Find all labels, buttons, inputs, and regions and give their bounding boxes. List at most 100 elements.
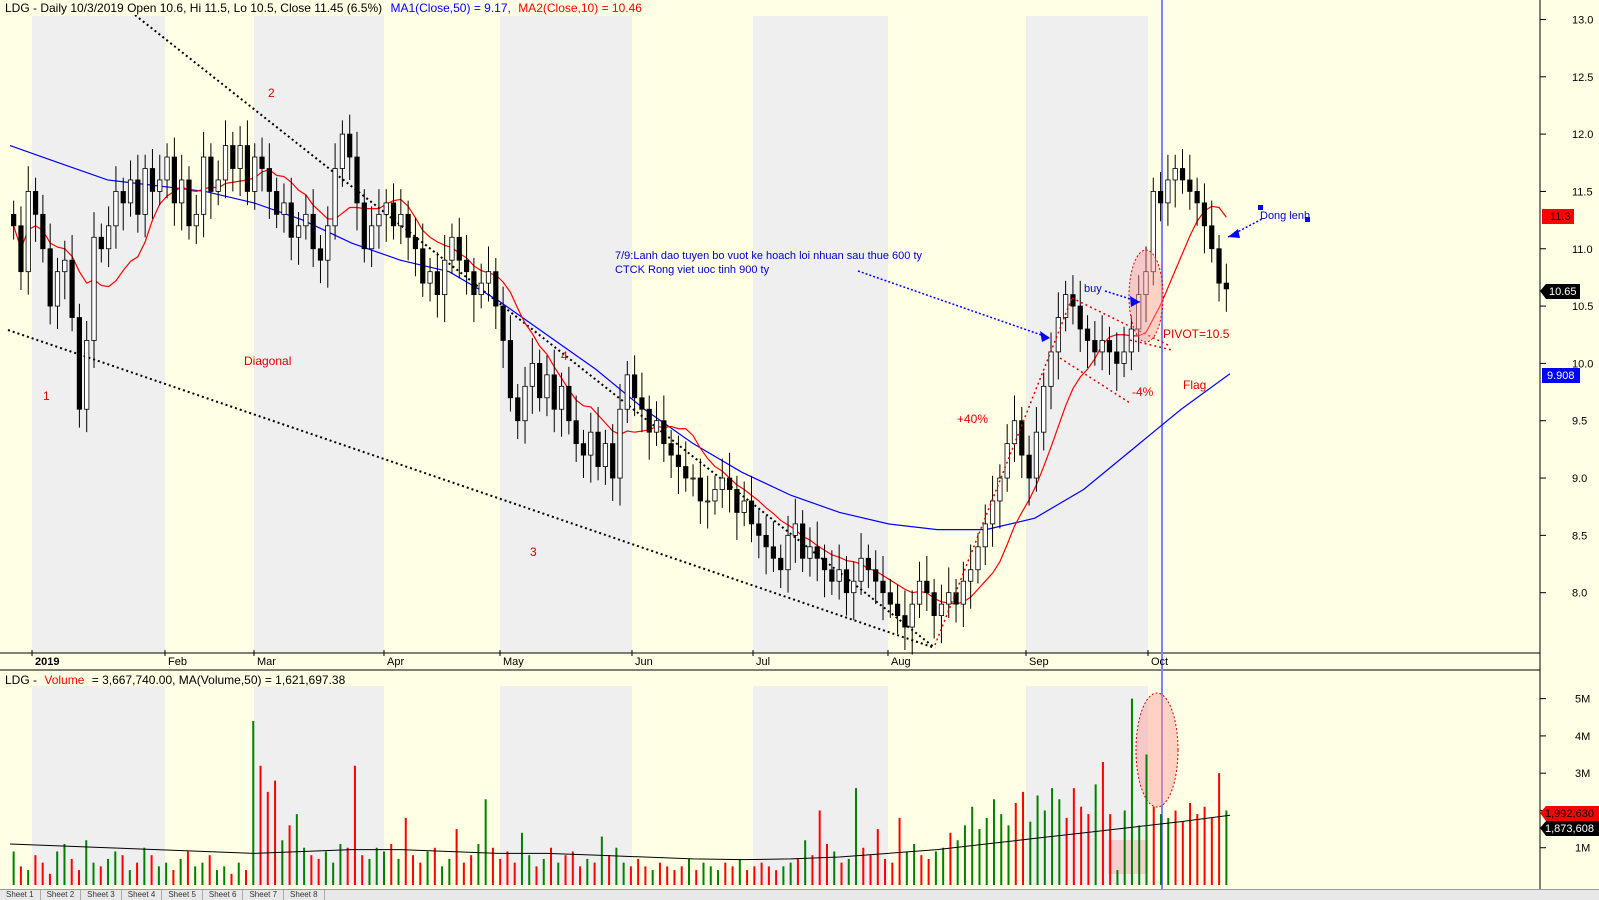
volume-badge-text: 1,992,630 bbox=[1545, 808, 1594, 820]
price-tick-label: 12.5 bbox=[1572, 72, 1593, 84]
candle-body bbox=[690, 477, 696, 480]
volume-bars bbox=[12, 698, 1228, 885]
month-band bbox=[254, 16, 384, 653]
candle-body bbox=[91, 236, 97, 341]
last-price-badge: 11.3 bbox=[1542, 209, 1574, 224]
sheet-tab[interactable]: Sheet 5 bbox=[162, 890, 203, 900]
candle-body bbox=[310, 213, 316, 250]
candle-body bbox=[434, 271, 440, 296]
candle-body bbox=[478, 282, 484, 296]
price-header-ma2: MA2(Close,10) = 10.46 bbox=[518, 1, 642, 15]
ma50-badge: 9.908 bbox=[1542, 368, 1580, 383]
candle-body bbox=[76, 317, 83, 410]
candle-body bbox=[11, 213, 17, 227]
breakout-highlight[interactable] bbox=[1128, 249, 1164, 343]
candle-body bbox=[610, 443, 616, 479]
news-arrow-head bbox=[1040, 331, 1050, 342]
candle-body bbox=[522, 385, 528, 422]
volume-ma-line[interactable] bbox=[9, 814, 1231, 861]
month-label: Apr bbox=[387, 656, 404, 668]
candle-body bbox=[127, 179, 134, 204]
candle-body bbox=[1055, 317, 1061, 353]
sheet-tab[interactable]: Sheet 2 bbox=[41, 890, 82, 900]
volume-spike-highlight[interactable] bbox=[1135, 692, 1179, 808]
candle-body bbox=[281, 202, 287, 215]
price-tick-label: 8.5 bbox=[1572, 530, 1587, 542]
candle-body bbox=[274, 191, 280, 215]
candle-body bbox=[902, 615, 908, 628]
candle-body bbox=[142, 168, 148, 215]
dong-lenh-arrow[interactable] bbox=[1227, 218, 1263, 238]
candle-body bbox=[164, 156, 170, 181]
sheet-tab[interactable]: Sheet 7 bbox=[243, 890, 285, 900]
candle-body bbox=[1201, 202, 1208, 227]
candle-body bbox=[537, 362, 543, 399]
month-band-volume bbox=[500, 686, 632, 885]
candle-body bbox=[602, 443, 608, 467]
volume-tick-label: 3M bbox=[1575, 768, 1590, 780]
candle-body bbox=[646, 408, 652, 433]
candle-body bbox=[741, 500, 747, 513]
candle-body bbox=[975, 546, 981, 571]
dong-lenh-marker bbox=[1258, 205, 1263, 210]
candle-body bbox=[756, 523, 762, 536]
candle-body bbox=[1106, 340, 1113, 353]
news-arrow[interactable] bbox=[857, 270, 1051, 339]
candle-body bbox=[924, 580, 930, 594]
candle-body bbox=[485, 271, 492, 284]
candle-body bbox=[420, 248, 426, 284]
candle-body bbox=[1172, 168, 1178, 181]
candle-body bbox=[442, 259, 448, 296]
candle-body bbox=[1114, 351, 1120, 364]
candle-body bbox=[1165, 179, 1171, 204]
candle-body bbox=[529, 362, 535, 387]
candle-body bbox=[390, 202, 397, 227]
sheet-tab[interactable]: Sheet 1 bbox=[0, 890, 41, 900]
candle-body bbox=[456, 236, 462, 261]
candle-body bbox=[244, 145, 251, 192]
candle-body bbox=[40, 213, 46, 250]
volume-header-label: Volume bbox=[44, 673, 84, 687]
candle-body bbox=[1136, 294, 1142, 330]
candle-body bbox=[931, 592, 937, 617]
prev-price-text: 10.65 bbox=[1549, 286, 1577, 298]
sheet-tab[interactable]: Sheet 3 bbox=[81, 890, 122, 900]
candle-body bbox=[1048, 351, 1054, 387]
candle-body bbox=[98, 236, 104, 250]
candle-body bbox=[1033, 431, 1040, 479]
lower-diagonal-trendline[interactable] bbox=[7, 329, 936, 649]
ma50-badge-text: 9.908 bbox=[1547, 370, 1575, 382]
month-label: Jul bbox=[756, 656, 770, 668]
candle-body bbox=[763, 534, 769, 548]
pivot-label: PIVOT=10.5 bbox=[1163, 327, 1230, 341]
candle-body bbox=[288, 202, 294, 238]
candle-body bbox=[149, 168, 156, 192]
candle-body bbox=[982, 523, 988, 548]
volume-tick-label: 1M bbox=[1575, 843, 1590, 855]
candle-body bbox=[259, 156, 265, 169]
candle-body bbox=[588, 431, 594, 456]
flag-lower-line[interactable] bbox=[1059, 357, 1131, 404]
candle-body bbox=[230, 145, 236, 169]
price-header-main: LDG - Daily 10/3/2019 Open 10.6, Hi 11.5… bbox=[5, 1, 382, 15]
candle-body bbox=[661, 420, 667, 445]
sheet-tab[interactable]: Sheet 8 bbox=[284, 890, 325, 900]
candle-body bbox=[200, 156, 207, 215]
candle-body bbox=[719, 477, 725, 490]
candle-body bbox=[778, 557, 784, 571]
candle-body bbox=[493, 271, 499, 307]
candle-body bbox=[726, 477, 733, 490]
sheet-tab[interactable]: Sheet 4 bbox=[122, 890, 163, 900]
prev-price-badge: 10.65 bbox=[1540, 284, 1580, 299]
dong-lenh-arrow-head bbox=[1228, 229, 1240, 238]
candle-body bbox=[1179, 168, 1186, 181]
price-tick-label: 10.5 bbox=[1572, 301, 1593, 313]
pivot-line[interactable] bbox=[1129, 339, 1173, 351]
rally-trendline[interactable] bbox=[934, 297, 1073, 646]
flag-upper-line[interactable] bbox=[1071, 297, 1171, 347]
candle-body bbox=[880, 580, 886, 594]
wave-3-label: 3 bbox=[530, 545, 537, 559]
sheet-tab[interactable]: Sheet 6 bbox=[203, 890, 244, 900]
candle-body bbox=[252, 156, 258, 192]
